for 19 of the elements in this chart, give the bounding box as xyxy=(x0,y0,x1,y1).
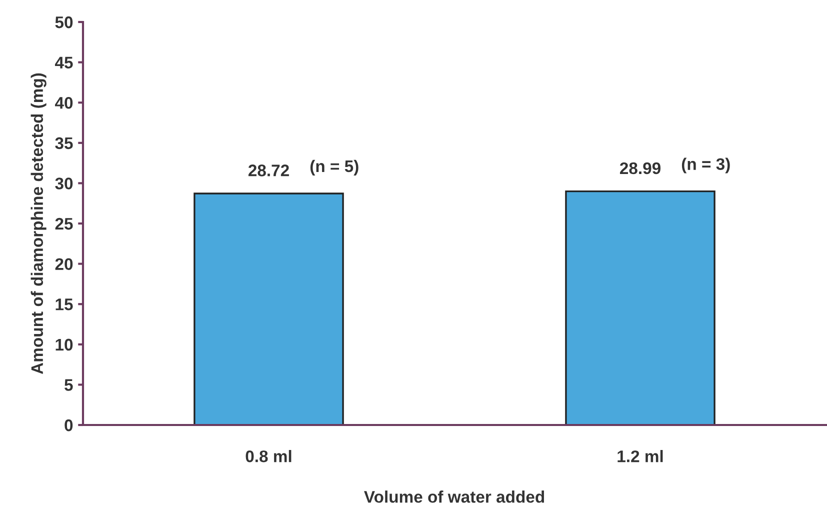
x-tick-label: 1.2 ml xyxy=(618,450,663,462)
x-tick-label: 0.8 ml xyxy=(246,450,292,462)
y-tick-label: 25 xyxy=(55,218,73,230)
data-label: 28.72 xyxy=(248,164,289,176)
y-tick-label: 30 xyxy=(55,178,73,190)
y-tick-label: 10 xyxy=(56,338,73,351)
y-tick-label: 5 xyxy=(64,379,73,391)
annotation: (n = 5) xyxy=(310,160,358,176)
y-tick-label: 40 xyxy=(54,97,73,109)
y-tick-label: 0 xyxy=(64,419,73,432)
y-axis-title: Amount of diamorphine detected (mg) xyxy=(30,73,46,374)
y-tick-label: 35 xyxy=(55,137,73,150)
annotation: (n = 3) xyxy=(682,158,730,174)
y-tick-label: 15 xyxy=(56,298,73,310)
x-axis-title: Volume of water added xyxy=(364,490,544,503)
data-label: 28.99 xyxy=(620,162,660,174)
y-tick-label: 45 xyxy=(54,56,73,69)
y-tick-label: 50 xyxy=(55,16,73,28)
y-tick-label: 20 xyxy=(55,258,73,270)
